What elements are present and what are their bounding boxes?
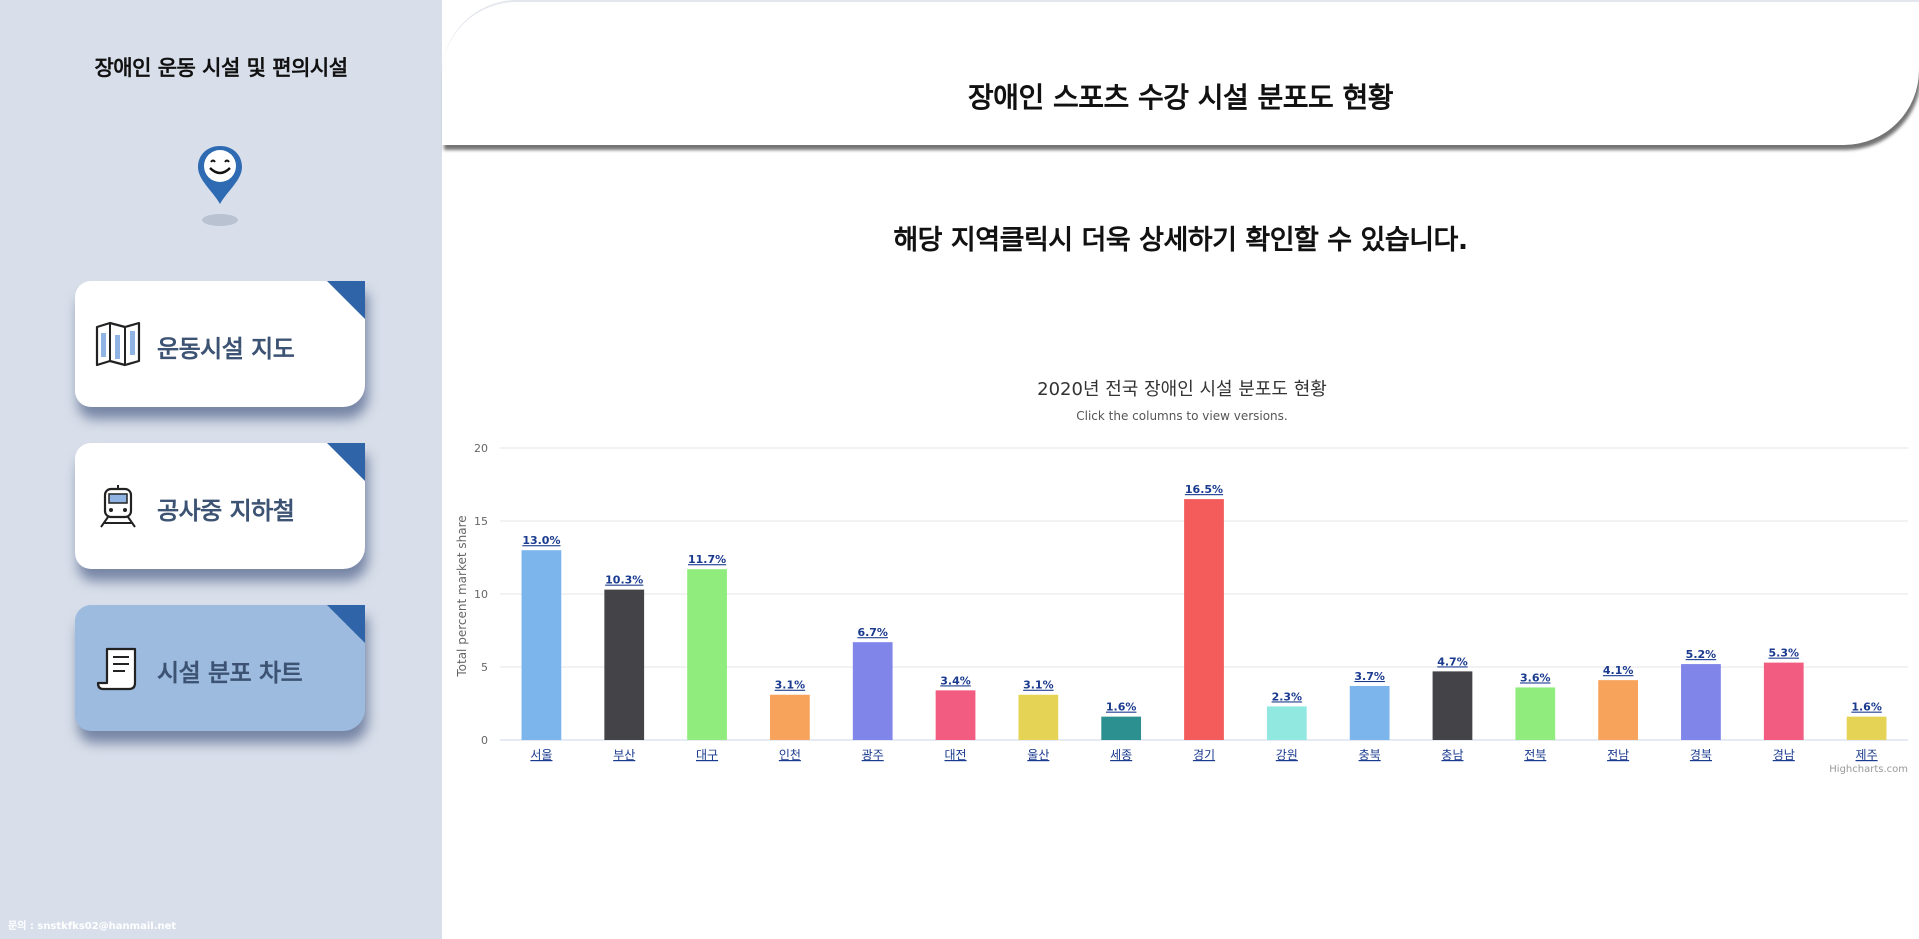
location-pin-smile-icon: [198, 146, 242, 226]
map-icon: [95, 321, 141, 367]
bar-제주[interactable]: [1846, 716, 1887, 740]
page-title: 장애인 스포츠 수강 시설 분포도 현황: [967, 81, 1394, 114]
sidebar-title: 장애인 운동 시설 및 편의시설: [94, 56, 348, 80]
data-label[interactable]: 3.4%: [940, 674, 971, 687]
y-tick-label: 15: [474, 515, 488, 528]
x-category-label[interactable]: 충북: [1359, 748, 1381, 762]
data-label[interactable]: 10.3%: [605, 574, 643, 587]
bar-충남[interactable]: [1432, 671, 1473, 740]
bar-대구[interactable]: [687, 569, 727, 740]
x-category-label[interactable]: 경기: [1193, 748, 1215, 762]
data-label[interactable]: 11.7%: [688, 553, 726, 566]
card-corner-decoration: [327, 605, 365, 643]
chart-subtitle: Click the columns to view versions.: [1076, 409, 1287, 423]
x-category-label[interactable]: 전남: [1607, 748, 1629, 762]
main-content: 장애인 스포츠 수강 시설 분포도 현황 해당 지역클릭시 더욱 상세하기 확인…: [442, 0, 1919, 939]
y-axis-title: Total percent market share: [455, 515, 469, 677]
x-category-label[interactable]: 제주: [1856, 748, 1878, 762]
data-label[interactable]: 3.1%: [775, 679, 806, 692]
sidebar: 장애인 운동 시설 및 편의시설 운동시설 지도: [0, 0, 442, 939]
x-category-label[interactable]: 서울: [530, 748, 552, 762]
x-category-label[interactable]: 충남: [1441, 748, 1463, 762]
bar-서울[interactable]: [521, 550, 562, 740]
bar-chart-container: 2020년 전국 장애인 시설 분포도 현황 Click the columns…: [442, 370, 1919, 780]
x-category-label[interactable]: 강원: [1276, 748, 1298, 762]
data-label[interactable]: 3.6%: [1520, 671, 1551, 684]
data-label[interactable]: 16.5%: [1185, 483, 1223, 496]
data-label[interactable]: 6.7%: [857, 626, 888, 639]
bar-세종[interactable]: [1101, 716, 1142, 740]
bar-경북[interactable]: [1681, 664, 1721, 740]
x-category-label[interactable]: 경북: [1690, 748, 1712, 762]
bar-경남[interactable]: [1763, 662, 1804, 740]
x-category-label[interactable]: 인천: [779, 747, 801, 762]
data-label[interactable]: 3.7%: [1354, 670, 1385, 683]
data-label[interactable]: 5.2%: [1686, 648, 1717, 661]
scroll-icon: [96, 647, 137, 691]
header-card: 장애인 스포츠 수강 시설 분포도 현황: [442, 0, 1919, 145]
y-tick-label: 20: [474, 442, 488, 455]
contact-email: 문의 : snstkfks02@hanmail.net: [8, 921, 177, 932]
data-label[interactable]: 13.0%: [522, 534, 560, 547]
menu-label: 공사중 지하철: [157, 497, 295, 525]
data-label[interactable]: 5.3%: [1769, 647, 1800, 660]
bar-전남[interactable]: [1598, 680, 1638, 740]
y-tick-label: 0: [481, 734, 488, 747]
menu-sports-facility-map[interactable]: 운동시설 지도: [75, 281, 365, 407]
data-label[interactable]: 1.6%: [1851, 701, 1882, 714]
x-category-label[interactable]: 부산: [613, 748, 635, 762]
bar-경기[interactable]: [1184, 499, 1224, 740]
bar-충북[interactable]: [1349, 685, 1390, 740]
x-category-label[interactable]: 울산: [1027, 748, 1049, 762]
card-corner-decoration: [327, 281, 365, 319]
highcharts-credit[interactable]: Highcharts.com: [1829, 764, 1908, 775]
bar-대전[interactable]: [935, 690, 976, 740]
x-category-label[interactable]: 경남: [1773, 748, 1795, 762]
menu-label: 시설 분포 차트: [157, 659, 303, 687]
chart-title: 2020년 전국 장애인 시설 분포도 현황: [1037, 379, 1327, 400]
x-category-label[interactable]: 광주: [862, 748, 884, 762]
menu-facility-distribution-chart[interactable]: 시설 분포 차트: [75, 605, 365, 731]
instruction-text: 해당 지역클릭시 더욱 상세하기 확인할 수 있습니다.: [893, 225, 1468, 256]
x-category-label[interactable]: 대전: [944, 748, 966, 762]
card-corner-decoration: [327, 443, 365, 481]
data-label[interactable]: 4.1%: [1603, 664, 1634, 677]
x-category-label[interactable]: 전북: [1524, 748, 1546, 762]
data-label[interactable]: 2.3%: [1272, 690, 1303, 703]
bar-강원[interactable]: [1266, 706, 1307, 740]
bar-인천[interactable]: [770, 694, 810, 740]
bar-부산[interactable]: [604, 589, 645, 740]
bar-chart: 2020년 전국 장애인 시설 분포도 현황 Click the columns…: [455, 379, 1908, 775]
data-label[interactable]: 4.7%: [1437, 655, 1468, 668]
x-category-label[interactable]: 세종: [1110, 748, 1132, 762]
x-category-label[interactable]: 대구: [696, 748, 718, 762]
data-label[interactable]: 1.6%: [1106, 701, 1137, 714]
bar-전북[interactable]: [1515, 687, 1556, 740]
menu-subway-construction[interactable]: 공사중 지하철: [75, 443, 365, 569]
y-tick-label: 10: [474, 588, 488, 601]
data-label[interactable]: 3.1%: [1023, 679, 1054, 692]
train-icon: [100, 485, 136, 528]
menu-label: 운동시설 지도: [157, 335, 295, 363]
bar-광주[interactable]: [852, 642, 893, 740]
y-tick-label: 5: [481, 661, 488, 674]
bar-울산[interactable]: [1018, 694, 1059, 740]
